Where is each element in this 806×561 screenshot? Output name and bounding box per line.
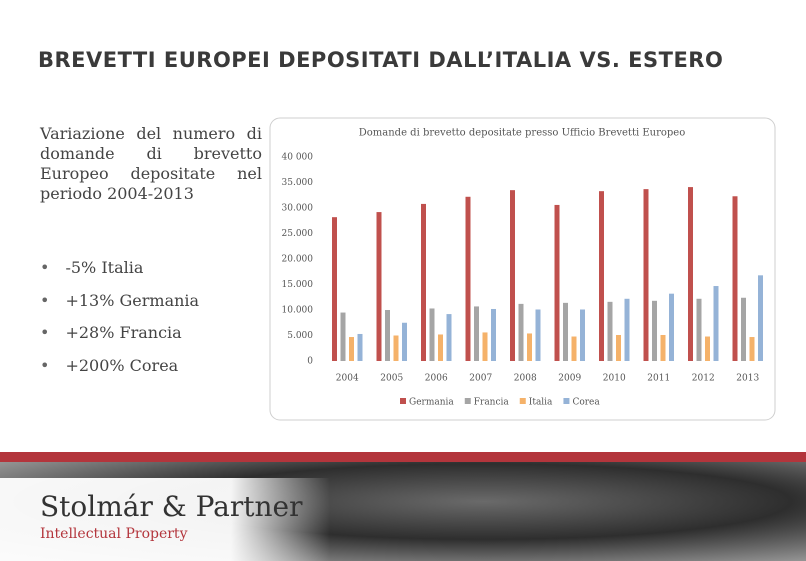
y-tick-label: 15.000: [282, 280, 314, 290]
x-tick-label: 2005: [380, 374, 403, 384]
bar: [572, 337, 577, 361]
logo-tagline: Intellectual Property: [40, 526, 187, 542]
slide: BREVETTI EUROPEI DEPOSITATI DALL’ITALIA …: [0, 0, 806, 561]
bar: [402, 323, 407, 361]
bar: [447, 314, 452, 361]
bar: [714, 286, 719, 361]
bar: [430, 308, 435, 361]
bar: [491, 309, 496, 361]
bar: [697, 299, 702, 361]
bar: [527, 333, 532, 361]
bar: [750, 337, 755, 361]
bar: [599, 191, 604, 361]
x-tick-label: 2007: [469, 374, 492, 384]
y-tick-label: 40 000: [282, 153, 314, 163]
bar: [358, 334, 363, 361]
bar: [661, 335, 666, 361]
x-tick-label: 2006: [425, 374, 448, 384]
bar: [652, 301, 657, 361]
bar: [421, 204, 426, 361]
bar: [474, 306, 479, 361]
bar: [536, 309, 541, 361]
bar: [466, 197, 471, 361]
bar: [341, 313, 346, 361]
legend-label: Italia: [529, 398, 553, 408]
bar: [733, 196, 738, 361]
x-tick-label: 2012: [692, 374, 715, 384]
y-tick-label: 10.000: [282, 306, 314, 316]
bar: [705, 337, 710, 361]
legend-label: Corea: [572, 398, 600, 408]
x-tick-label: 2011: [647, 374, 670, 384]
legend-label: Francia: [474, 398, 510, 408]
bar: [644, 189, 649, 361]
bar: [616, 335, 621, 361]
bar: [510, 190, 515, 361]
y-tick-label: 25.000: [282, 229, 314, 239]
y-tick-label: 0: [307, 357, 313, 367]
chart-title: Domande di brevetto depositate presso Uf…: [359, 128, 685, 139]
y-tick-label: 20.000: [282, 255, 314, 265]
logo-name: Stolmár & Partner: [40, 490, 303, 523]
legend-label: Germania: [409, 398, 454, 408]
bar: [563, 303, 568, 361]
y-tick-label: 35.000: [282, 178, 314, 188]
bar: [349, 337, 354, 361]
bar: [519, 304, 524, 361]
bar: [625, 299, 630, 361]
legend-swatch: [520, 398, 526, 404]
bar: [385, 310, 390, 361]
legend-swatch: [465, 398, 471, 404]
bar: [394, 336, 399, 362]
bar: [608, 302, 613, 361]
bar: [438, 334, 443, 361]
x-tick-label: 2009: [558, 374, 581, 384]
y-tick-label: 30.000: [282, 204, 314, 214]
x-tick-label: 2008: [514, 374, 537, 384]
bar: [741, 298, 746, 361]
accent-band: [0, 452, 806, 462]
bar: [688, 187, 693, 361]
bar: [580, 309, 585, 361]
bar: [555, 205, 560, 361]
y-tick-label: 5.000: [287, 331, 313, 341]
x-tick-label: 2013: [736, 374, 759, 384]
bar: [377, 212, 382, 361]
bar: [332, 217, 337, 361]
bar: [483, 332, 488, 361]
legend-swatch: [400, 398, 406, 404]
x-tick-label: 2010: [603, 374, 626, 384]
bar: [669, 294, 674, 361]
legend-swatch: [563, 398, 569, 404]
bar: [758, 275, 763, 361]
x-tick-label: 2004: [336, 374, 359, 384]
